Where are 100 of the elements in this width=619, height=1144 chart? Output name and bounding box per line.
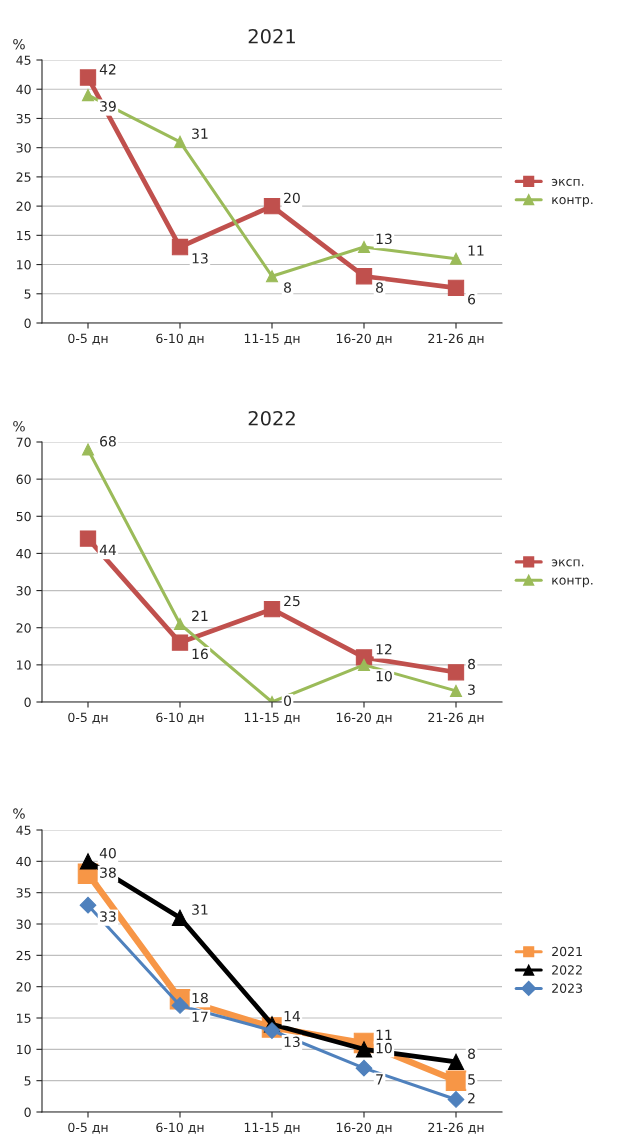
y-tick-label: 25 xyxy=(16,950,31,961)
point xyxy=(171,238,189,256)
data-label: 25 xyxy=(284,595,300,607)
y-tick-label: 5 xyxy=(24,1076,31,1086)
y-tick-label: 70 xyxy=(16,437,31,447)
point xyxy=(265,270,279,283)
point xyxy=(447,1053,465,1071)
x-tick-label: 0-5 дн xyxy=(68,712,108,724)
data-label: 7 xyxy=(376,1074,383,1085)
data-label: 10 xyxy=(376,1042,392,1054)
y-tick-label: 30 xyxy=(16,143,31,153)
y-tick-label: 45 xyxy=(16,55,31,65)
legend-label: эксп. xyxy=(551,559,584,567)
y-tick-label: 30 xyxy=(16,919,31,929)
x-tick-label: 16-20 дн xyxy=(336,712,392,724)
point xyxy=(81,88,95,102)
y-axis-title: % xyxy=(13,38,25,50)
y-tick-label: 20 xyxy=(16,623,31,633)
data-label: 0 xyxy=(284,695,292,707)
data-label: 31 xyxy=(192,128,208,139)
point xyxy=(171,909,189,926)
chart-title: 2021 xyxy=(248,28,295,44)
x-tick-label: 16-20 дн xyxy=(336,333,392,345)
data-label: 8 xyxy=(284,282,291,293)
data-label: 40 xyxy=(99,847,116,859)
data-label: 13 xyxy=(284,1036,300,1048)
y-tick-label: 10 xyxy=(17,260,31,270)
x-tick-label: 6-10 дн xyxy=(156,712,204,724)
point xyxy=(173,135,187,148)
y-tick-label: 50 xyxy=(16,511,31,522)
point xyxy=(445,1070,467,1091)
x-tick-label: 16-20 дн xyxy=(336,1122,392,1134)
data-label: 3 xyxy=(468,684,475,695)
y-tick-label: 40 xyxy=(16,548,31,559)
y-tick-label: 5 xyxy=(24,289,31,299)
data-label: 38 xyxy=(100,867,116,878)
legend-label: контр. xyxy=(552,197,593,207)
data-label: 8 xyxy=(376,282,383,293)
x-tick-label: 6-10 дн xyxy=(156,333,204,345)
data-label: 5 xyxy=(468,1074,475,1085)
y-tick-label: 10 xyxy=(17,660,31,670)
y-tick-label: 45 xyxy=(16,825,31,835)
data-label: 31 xyxy=(192,904,208,915)
legend-label: эксп. xyxy=(551,178,584,186)
point xyxy=(79,896,97,914)
data-label: 8 xyxy=(468,1048,475,1059)
y-tick-label: 20 xyxy=(16,982,31,992)
point xyxy=(449,684,463,697)
data-label: 42 xyxy=(99,64,116,75)
point xyxy=(79,853,97,870)
x-tick-label: 21-26 дн xyxy=(428,1122,484,1134)
data-label: 11 xyxy=(468,245,484,256)
point xyxy=(263,197,281,215)
data-label: 20 xyxy=(284,192,300,204)
point xyxy=(173,617,187,631)
chart-title: 2022 xyxy=(248,410,295,426)
x-tick-label: 11-15 дн xyxy=(244,1122,300,1134)
point xyxy=(79,530,97,547)
point xyxy=(355,1041,373,1058)
x-tick-label: 21-26 дн xyxy=(428,333,484,345)
point xyxy=(171,634,189,651)
legend-label: контр. xyxy=(552,577,593,588)
data-label: 39 xyxy=(100,101,116,112)
y-tick-label: 0 xyxy=(24,318,31,328)
y-axis-title: % xyxy=(13,808,25,819)
data-label: 13 xyxy=(376,233,392,245)
data-label: 10 xyxy=(376,670,392,682)
point xyxy=(357,240,371,254)
y-tick-label: 40 xyxy=(16,856,31,867)
point xyxy=(263,1022,281,1039)
data-label: 16 xyxy=(192,648,208,660)
point xyxy=(263,600,281,618)
point xyxy=(355,268,373,285)
x-tick-label: 21-26 дн xyxy=(428,712,484,724)
data-label: 12 xyxy=(376,644,392,655)
data-label: 44 xyxy=(99,544,117,555)
y-tick-label: 30 xyxy=(16,586,31,596)
data-label: 14 xyxy=(284,1011,301,1022)
point xyxy=(447,279,465,297)
y-tick-label: 25 xyxy=(16,172,31,182)
y-tick-label: 40 xyxy=(16,84,31,95)
data-label: 8 xyxy=(468,658,475,670)
point xyxy=(355,1059,373,1077)
point xyxy=(449,252,463,265)
x-tick-label: 0-5 дн xyxy=(68,333,108,345)
data-label: 6 xyxy=(468,293,476,305)
x-tick-label: 6-10 дн xyxy=(156,1122,204,1134)
y-tick-label: 60 xyxy=(16,474,31,485)
y-tick-label: 20 xyxy=(16,201,31,212)
y-tick-label: 0 xyxy=(24,1107,31,1117)
data-label: 13 xyxy=(192,253,208,264)
data-label: 2 xyxy=(468,1092,475,1104)
y-tick-label: 15 xyxy=(17,230,31,241)
y-tick-label: 10 xyxy=(17,1044,31,1055)
legend-label: 2023 xyxy=(552,983,583,993)
point xyxy=(79,69,97,86)
data-label: 11 xyxy=(376,1029,392,1040)
point xyxy=(447,664,465,681)
data-label: 17 xyxy=(192,1011,208,1022)
y-tick-label: 35 xyxy=(16,888,31,898)
